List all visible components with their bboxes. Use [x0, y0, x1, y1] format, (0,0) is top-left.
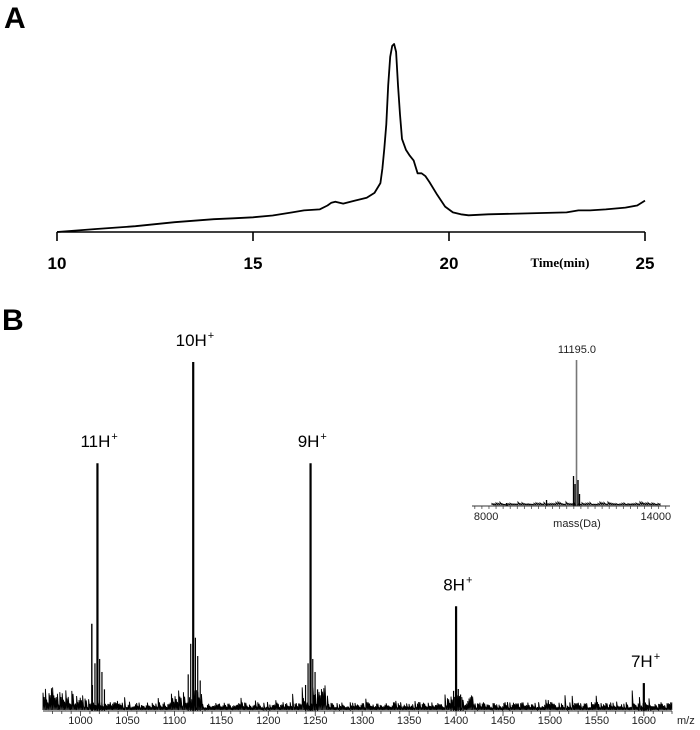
mass-spectrum-x-tick-label: 1150 — [210, 715, 234, 727]
chromatogram-x-tick-label: 25 — [636, 254, 655, 273]
inset-x-axis-title: mass(Da) — [553, 518, 601, 530]
peak-charge-label: 9H — [298, 432, 320, 451]
panel-a-label: A — [4, 2, 26, 35]
mass-spectrum-x-tick-label: 1100 — [163, 715, 187, 727]
chromatogram-x-axis-title: Time(min) — [531, 255, 590, 270]
mass-spectrum-x-tick-label: 1350 — [397, 715, 421, 727]
inset-x-tick-label: 14000 — [641, 511, 672, 523]
chromatogram-x-tick-label: 10 — [48, 254, 67, 273]
chromatogram-trace — [56, 43, 646, 233]
mass-spectrum-x-tick-label: 1000 — [68, 715, 92, 727]
chromatogram-chart: 10 15 20 25 Time(min) — [48, 43, 655, 273]
deconvoluted-mass-inset: 8000 14000 mass(Da) 11195.0 — [472, 344, 671, 530]
mass-spectrum-x-tick-label: 1300 — [350, 715, 374, 727]
mass-spectrum-x-tick-label: 1500 — [538, 715, 562, 727]
mass-spectrum-x-tick-label: 1200 — [256, 715, 280, 727]
peak-charge-superscript: + — [466, 574, 472, 586]
mass-spectrum-x-tick-label: 1050 — [115, 715, 139, 727]
chromatogram-x-tick-label: 20 — [440, 254, 459, 273]
mass-spectrum-baseline — [42, 685, 673, 712]
mass-spectrum-x-axis-title: m/z — [677, 715, 695, 727]
mass-spectrum-x-tick-label: 1250 — [303, 715, 327, 727]
mass-spectrum-x-tick-label: 1600 — [632, 715, 656, 727]
panel-b-label: B — [2, 304, 24, 337]
inset-x-tick-label: 8000 — [474, 511, 498, 523]
mass-spectrum-chart: 11H +10H +9H +8H +7H + 1000 1050 1100 1150 1200 12… — [42, 330, 695, 727]
peak-charge-superscript: + — [654, 651, 660, 663]
mass-spectrum-x-tick-label: 1550 — [585, 715, 609, 727]
peak-charge-superscript: + — [111, 431, 117, 443]
peak-charge-label: 8H — [443, 575, 465, 594]
mass-spectrum-x-tick-label: 1400 — [444, 715, 468, 727]
inset-peak-label: 11195.0 — [558, 344, 596, 356]
peak-charge-label: 10H — [176, 331, 207, 350]
mass-spectrum-x-tick-label: 1450 — [491, 715, 515, 727]
peak-charge-label: 7H — [631, 652, 653, 671]
chromatogram-x-tick-label: 15 — [244, 254, 263, 273]
peak-charge-superscript: + — [320, 431, 326, 443]
peak-charge-superscript: + — [208, 330, 214, 342]
peak-charge-label: 11H — [80, 432, 110, 451]
